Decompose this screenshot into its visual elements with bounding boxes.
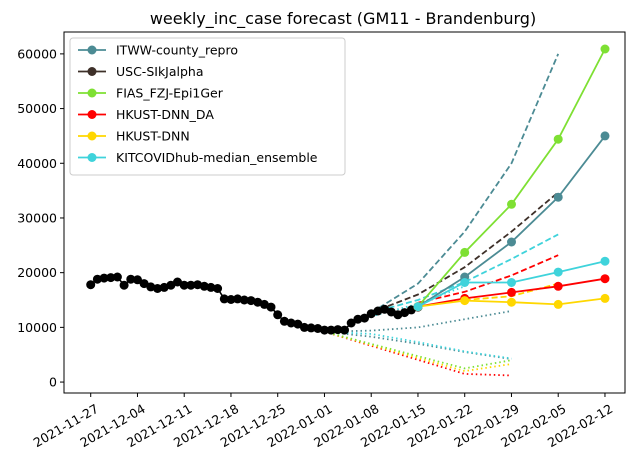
observed-point: [126, 274, 136, 284]
legend-label: USC-SIkJalpha: [116, 64, 204, 79]
observed-point: [99, 273, 109, 283]
dashed-forecast-line: [417, 254, 559, 304]
y-tick-label: 40000: [17, 156, 57, 171]
dashed-forecast-line: [370, 233, 559, 314]
dotted-forecast-line: [324, 330, 512, 370]
observed-point: [333, 325, 343, 335]
series-point: [553, 299, 563, 309]
observed-point: [219, 294, 229, 304]
series-point: [553, 192, 563, 202]
observed-point: [213, 284, 223, 293]
observed-point: [226, 295, 236, 304]
legend-label: HKUST-DNN: [116, 129, 190, 144]
observed-point: [106, 273, 116, 283]
observed-point: [173, 277, 182, 287]
y-tick-label: 50000: [17, 101, 57, 116]
chart-title: weekly_inc_case forecast (GM11 - Branden…: [150, 9, 536, 29]
series-point: [600, 131, 610, 141]
plot-frame: [63, 31, 626, 394]
observed-point: [233, 294, 243, 304]
series-point: [507, 297, 516, 307]
series-point: [460, 247, 470, 257]
observed-point: [360, 313, 369, 323]
series-point: [600, 44, 610, 54]
dotted-forecast-line: [370, 285, 466, 318]
observed-point: [153, 284, 162, 293]
observed-point: [346, 318, 356, 328]
observed-point: [239, 295, 249, 305]
observed-point: [266, 302, 276, 312]
series-point: [553, 281, 563, 291]
dashed-forecast-line: [370, 191, 559, 314]
forecast-lines: [324, 53, 560, 377]
series-point: [553, 134, 563, 144]
observed-point: [340, 325, 349, 335]
observed-point: [92, 274, 102, 284]
observed-point: [306, 323, 316, 333]
legend-label: KITCOVIDhub-median_ensemble: [116, 150, 318, 165]
series-point: [553, 267, 563, 277]
series-point: [507, 199, 516, 209]
dashed-forecast-line: [370, 53, 560, 314]
observed-point: [86, 280, 96, 290]
legend-label: HKUST-DNN_DA: [116, 107, 214, 122]
dotted-forecast-line: [324, 330, 512, 377]
legend-marker: [87, 153, 97, 162]
dotted-forecast-line: [324, 330, 512, 360]
series-point: [600, 293, 610, 303]
series-point: [507, 287, 516, 297]
legend-label: ITWW-county_repro: [116, 43, 238, 58]
observed-point: [186, 280, 196, 290]
observed-point: [320, 325, 329, 335]
observed-point: [139, 279, 149, 289]
series-point: [600, 256, 610, 266]
legend-marker: [87, 110, 97, 119]
y-tick-label: 60000: [17, 46, 57, 61]
dotted-forecast-line: [324, 330, 512, 360]
legend: ITWW-county_repro USC-SIkJalpha FIAS_FZJ-E…: [69, 37, 346, 176]
series-point: [460, 296, 470, 306]
series-point: [507, 278, 516, 287]
observed-point: [206, 282, 216, 292]
y-tick-label: 20000: [17, 265, 57, 280]
y-tick-label: 10000: [17, 320, 57, 335]
legend-marker: [87, 67, 97, 76]
observed-point: [112, 272, 122, 282]
series-point: [460, 278, 470, 287]
observed-point: [179, 280, 189, 290]
observed-point: [326, 325, 336, 335]
legend-marker: [87, 131, 97, 141]
observed-point: [273, 310, 283, 320]
series-point: [600, 274, 610, 284]
observed-point: [133, 275, 142, 285]
observed-point: [299, 322, 309, 332]
legend-label: FIAS_FZJ-Epi1Ger: [116, 86, 224, 101]
dotted-forecast-line: [324, 330, 512, 373]
y-tick-label: 30000: [17, 210, 57, 225]
series-point: [507, 237, 516, 247]
legend-marker: [87, 88, 97, 98]
legend-box: [69, 37, 346, 176]
data-series: [86, 44, 610, 335]
observed-point: [119, 280, 129, 290]
y-tick-label: 0: [49, 375, 57, 390]
series-point: [413, 302, 423, 312]
legend-marker: [87, 45, 97, 55]
observed-point: [286, 318, 296, 328]
